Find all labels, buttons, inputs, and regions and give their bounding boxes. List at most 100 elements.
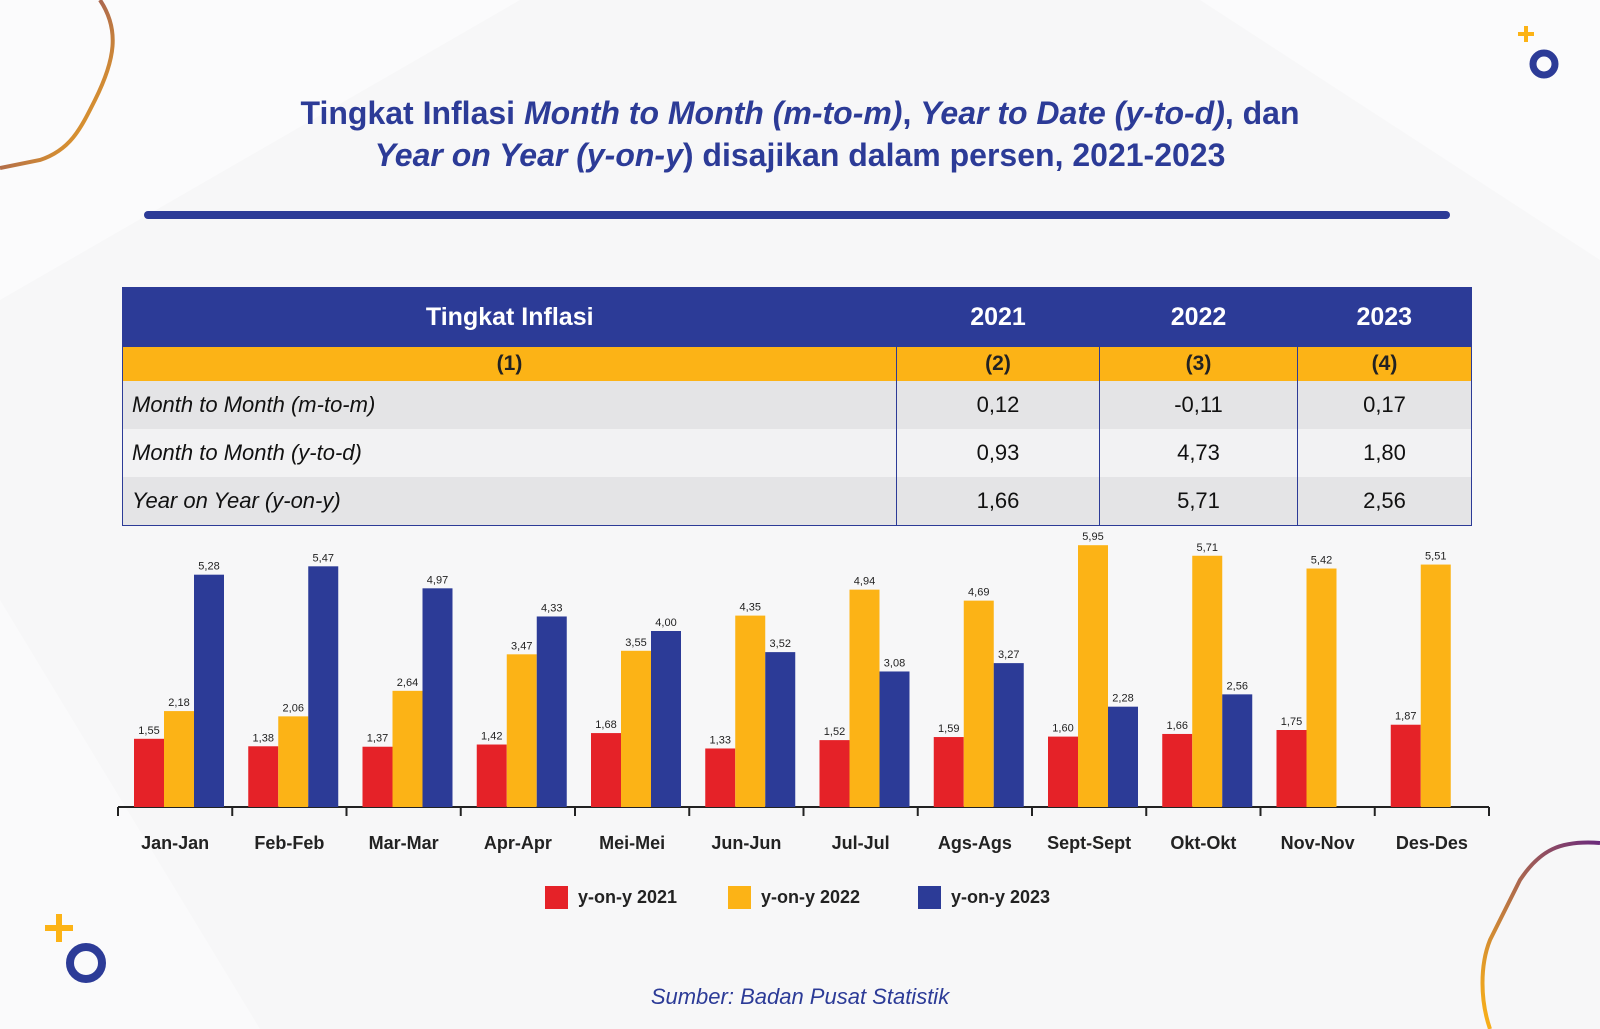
- plus-icon: [45, 914, 73, 942]
- bar-chart: 1,55 2,18 5,28 Jan-Jan 1,38 2,06 5,47 Feb-Feb 1,…: [117, 531, 1490, 853]
- bar: [933, 737, 964, 807]
- table-row: Year on Year (y-on-y) 1,66 5,71 2,56: [122, 477, 1472, 526]
- table-cell: 2,56: [1297, 477, 1472, 526]
- data-label: 5,47: [313, 552, 334, 564]
- bar: [308, 566, 339, 807]
- bar: [963, 600, 994, 807]
- bar: [735, 615, 766, 807]
- data-label: 2,56: [1227, 680, 1248, 692]
- title-text: Year to Date (y-to-d): [920, 95, 1225, 131]
- bar: [1222, 694, 1253, 807]
- bar: [1192, 555, 1223, 807]
- table-cell: 5,71: [1099, 477, 1298, 526]
- bar: [476, 744, 507, 807]
- table-column-number-row: (1) (2) (3) (4): [122, 347, 1472, 381]
- title-text: ,: [902, 95, 921, 131]
- row-label: Year on Year (y-on-y): [122, 477, 897, 526]
- table-cell: -0,11: [1099, 381, 1298, 429]
- bar: [849, 589, 880, 807]
- data-label: 4,33: [541, 602, 562, 614]
- bar: [362, 746, 393, 807]
- inflation-table: Tingkat Inflasi 2021 2022 2023 (1) (2) (…: [122, 287, 1472, 526]
- x-tick-label: Apr-Apr: [484, 833, 552, 853]
- table-header-cell: 2023: [1297, 287, 1472, 347]
- ring-icon: [1529, 49, 1559, 79]
- data-label: 1,75: [1281, 716, 1302, 728]
- page-title: Tingkat Inflasi Month to Month (m-to-m),…: [100, 92, 1500, 176]
- bar: [194, 574, 224, 807]
- legend-label: y-on-y 2023: [951, 887, 1051, 907]
- data-label: 4,97: [427, 574, 448, 586]
- bar: [506, 654, 537, 807]
- bar: [1108, 706, 1138, 807]
- x-tick-label: Okt-Okt: [1170, 833, 1236, 853]
- table-cell: 1,80: [1297, 429, 1472, 477]
- data-label: 3,27: [998, 649, 1019, 661]
- data-label: 3,52: [770, 638, 791, 650]
- column-number-cell: (4): [1297, 347, 1472, 381]
- bar: [705, 748, 736, 807]
- source-note: Sumber: Badan Pusat Statistik: [650, 984, 950, 1009]
- x-tick-label: Jun-Jun: [711, 833, 781, 853]
- bar: [1048, 736, 1078, 807]
- bar: [1162, 733, 1193, 807]
- legend-item: y-on-y 2023: [918, 886, 1050, 909]
- plus-icon: [1518, 26, 1534, 42]
- data-label: 3,47: [511, 640, 532, 652]
- data-label: 1,68: [595, 719, 616, 731]
- legend-swatch: [728, 886, 751, 909]
- row-label: Month to Month (y-to-d): [122, 429, 897, 477]
- x-tick-label: Des-Des: [1396, 833, 1468, 853]
- chart-legend: y-on-y 2021 y-on-y 2022 y-on-y 2023: [0, 886, 1600, 916]
- table-row: Month to Month (y-to-d) 0,93 4,73 1,80: [122, 429, 1472, 477]
- table-header-cell: 2022: [1099, 287, 1298, 347]
- data-label: 1,33: [710, 734, 731, 746]
- data-label: 4,94: [854, 576, 875, 588]
- x-tick-label: Feb-Feb: [254, 833, 324, 853]
- data-label: 5,95: [1082, 531, 1103, 543]
- x-tick-label: Sept-Sept: [1047, 833, 1131, 853]
- bar: [422, 588, 453, 807]
- legend-swatch: [918, 886, 941, 909]
- bar: [765, 652, 796, 807]
- x-tick-label: Ags-Ags: [938, 833, 1012, 853]
- data-label: 3,55: [625, 637, 646, 649]
- table-header-cell: 2021: [896, 287, 1100, 347]
- x-tick-label: Mar-Mar: [369, 833, 439, 853]
- data-label: 1,52: [824, 726, 845, 738]
- bar: [621, 650, 651, 807]
- column-number-cell: (2): [896, 347, 1100, 381]
- data-label: 1,42: [481, 731, 502, 743]
- table-cell: 4,73: [1099, 429, 1298, 477]
- bar: [248, 746, 279, 807]
- data-label: 1,60: [1052, 723, 1073, 735]
- bar: [879, 671, 910, 807]
- table-cell: 0,17: [1297, 381, 1472, 429]
- data-label: 4,35: [740, 602, 761, 614]
- bar: [1390, 724, 1421, 807]
- bar: [591, 733, 621, 807]
- bar: [993, 663, 1024, 807]
- data-label: 2,18: [168, 697, 189, 709]
- bar: [1276, 730, 1307, 807]
- x-tick-label: Mei-Mei: [599, 833, 665, 853]
- table-header-cell: Tingkat Inflasi: [122, 287, 897, 347]
- data-label: 5,42: [1311, 555, 1332, 567]
- table-cell: 0,12: [896, 381, 1100, 429]
- bar: [392, 690, 423, 807]
- row-label: Month to Month (m-to-m): [122, 381, 897, 429]
- bar: [536, 616, 567, 807]
- bar: [278, 716, 309, 807]
- legend-label: y-on-y 2021: [578, 887, 678, 907]
- data-label: 5,71: [1197, 542, 1218, 554]
- ring-icon: [66, 943, 106, 983]
- bar: [1078, 545, 1108, 807]
- table-cell: 1,66: [896, 477, 1100, 526]
- title-text: Month to Month (m-to-m): [523, 95, 903, 131]
- legend-label: y-on-y 2022: [761, 887, 861, 907]
- bar: [819, 740, 850, 807]
- data-label: 1,66: [1167, 720, 1188, 732]
- title-divider: [144, 211, 1450, 219]
- table-header-row: Tingkat Inflasi 2021 2022 2023: [122, 287, 1472, 347]
